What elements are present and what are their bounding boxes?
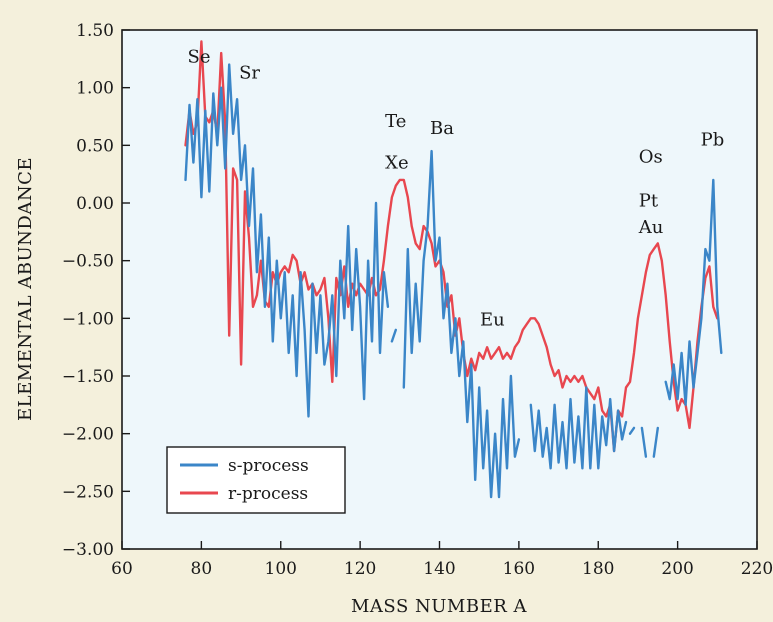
- element-label-pt: Pt: [639, 190, 659, 211]
- y-tick-label: 1.00: [76, 79, 114, 99]
- y-tick-label: −2.50: [62, 482, 114, 502]
- legend: s-process r-process: [166, 446, 346, 514]
- x-axis-title: MASS NUMBER A: [351, 596, 527, 617]
- x-tick-label: 220: [741, 559, 773, 579]
- y-tick-label: −0.50: [62, 252, 114, 272]
- legend-label-r-process: r-process: [228, 484, 308, 504]
- s-process-line: [640, 426, 648, 458]
- x-tick-label: 80: [191, 559, 213, 579]
- s-process-line: [402, 149, 521, 499]
- y-tick-label: −3.00: [62, 540, 114, 560]
- x-tick-label: 100: [265, 559, 297, 579]
- element-label-eu: Eu: [480, 309, 505, 330]
- legend-label-s-process: s-process: [228, 456, 309, 476]
- y-tick-label: 0.00: [76, 194, 114, 214]
- s-process-line: [664, 178, 723, 406]
- element-label-ba: Ba: [430, 118, 454, 139]
- element-label-pb: Pb: [701, 129, 725, 150]
- annotations-layer: Se Sr Te Xe Ba Eu Os Pt Au Pb: [187, 46, 724, 330]
- legend-box: [166, 446, 346, 514]
- element-label-se: Se: [187, 46, 210, 67]
- series-layer: [184, 40, 723, 499]
- s-process-line: [184, 63, 390, 418]
- s-process-line: [652, 426, 659, 458]
- ticks-layer: 60 80 100 120 140 160 180 200 220 1.50 1.00 0.50 0.0…: [62, 21, 773, 579]
- y-tick-label: 0.50: [76, 136, 114, 156]
- s-process-line: [529, 386, 628, 470]
- x-tick-label: 160: [503, 559, 535, 579]
- element-label-os: Os: [639, 147, 663, 168]
- r-process-line: [184, 40, 719, 453]
- x-tick-label: 140: [423, 559, 455, 579]
- element-label-te: Te: [385, 111, 406, 132]
- y-tick-label: −1.00: [62, 309, 114, 329]
- y-axis-title: ELEMENTAL ABUNDANCE: [15, 157, 36, 421]
- y-tick-label: 1.50: [76, 21, 114, 41]
- x-tick-label: 120: [344, 559, 376, 579]
- element-label-au: Au: [638, 217, 664, 238]
- x-tick-label: 200: [661, 559, 693, 579]
- s-process-line: [628, 426, 636, 435]
- x-tick-label: 60: [111, 559, 133, 579]
- element-label-xe: Xe: [385, 152, 408, 173]
- element-label-sr: Sr: [239, 62, 260, 83]
- s-process-line: [390, 328, 397, 343]
- y-tick-label: −2.00: [62, 425, 114, 445]
- x-tick-label: 180: [582, 559, 614, 579]
- y-tick-label: −1.50: [62, 367, 114, 387]
